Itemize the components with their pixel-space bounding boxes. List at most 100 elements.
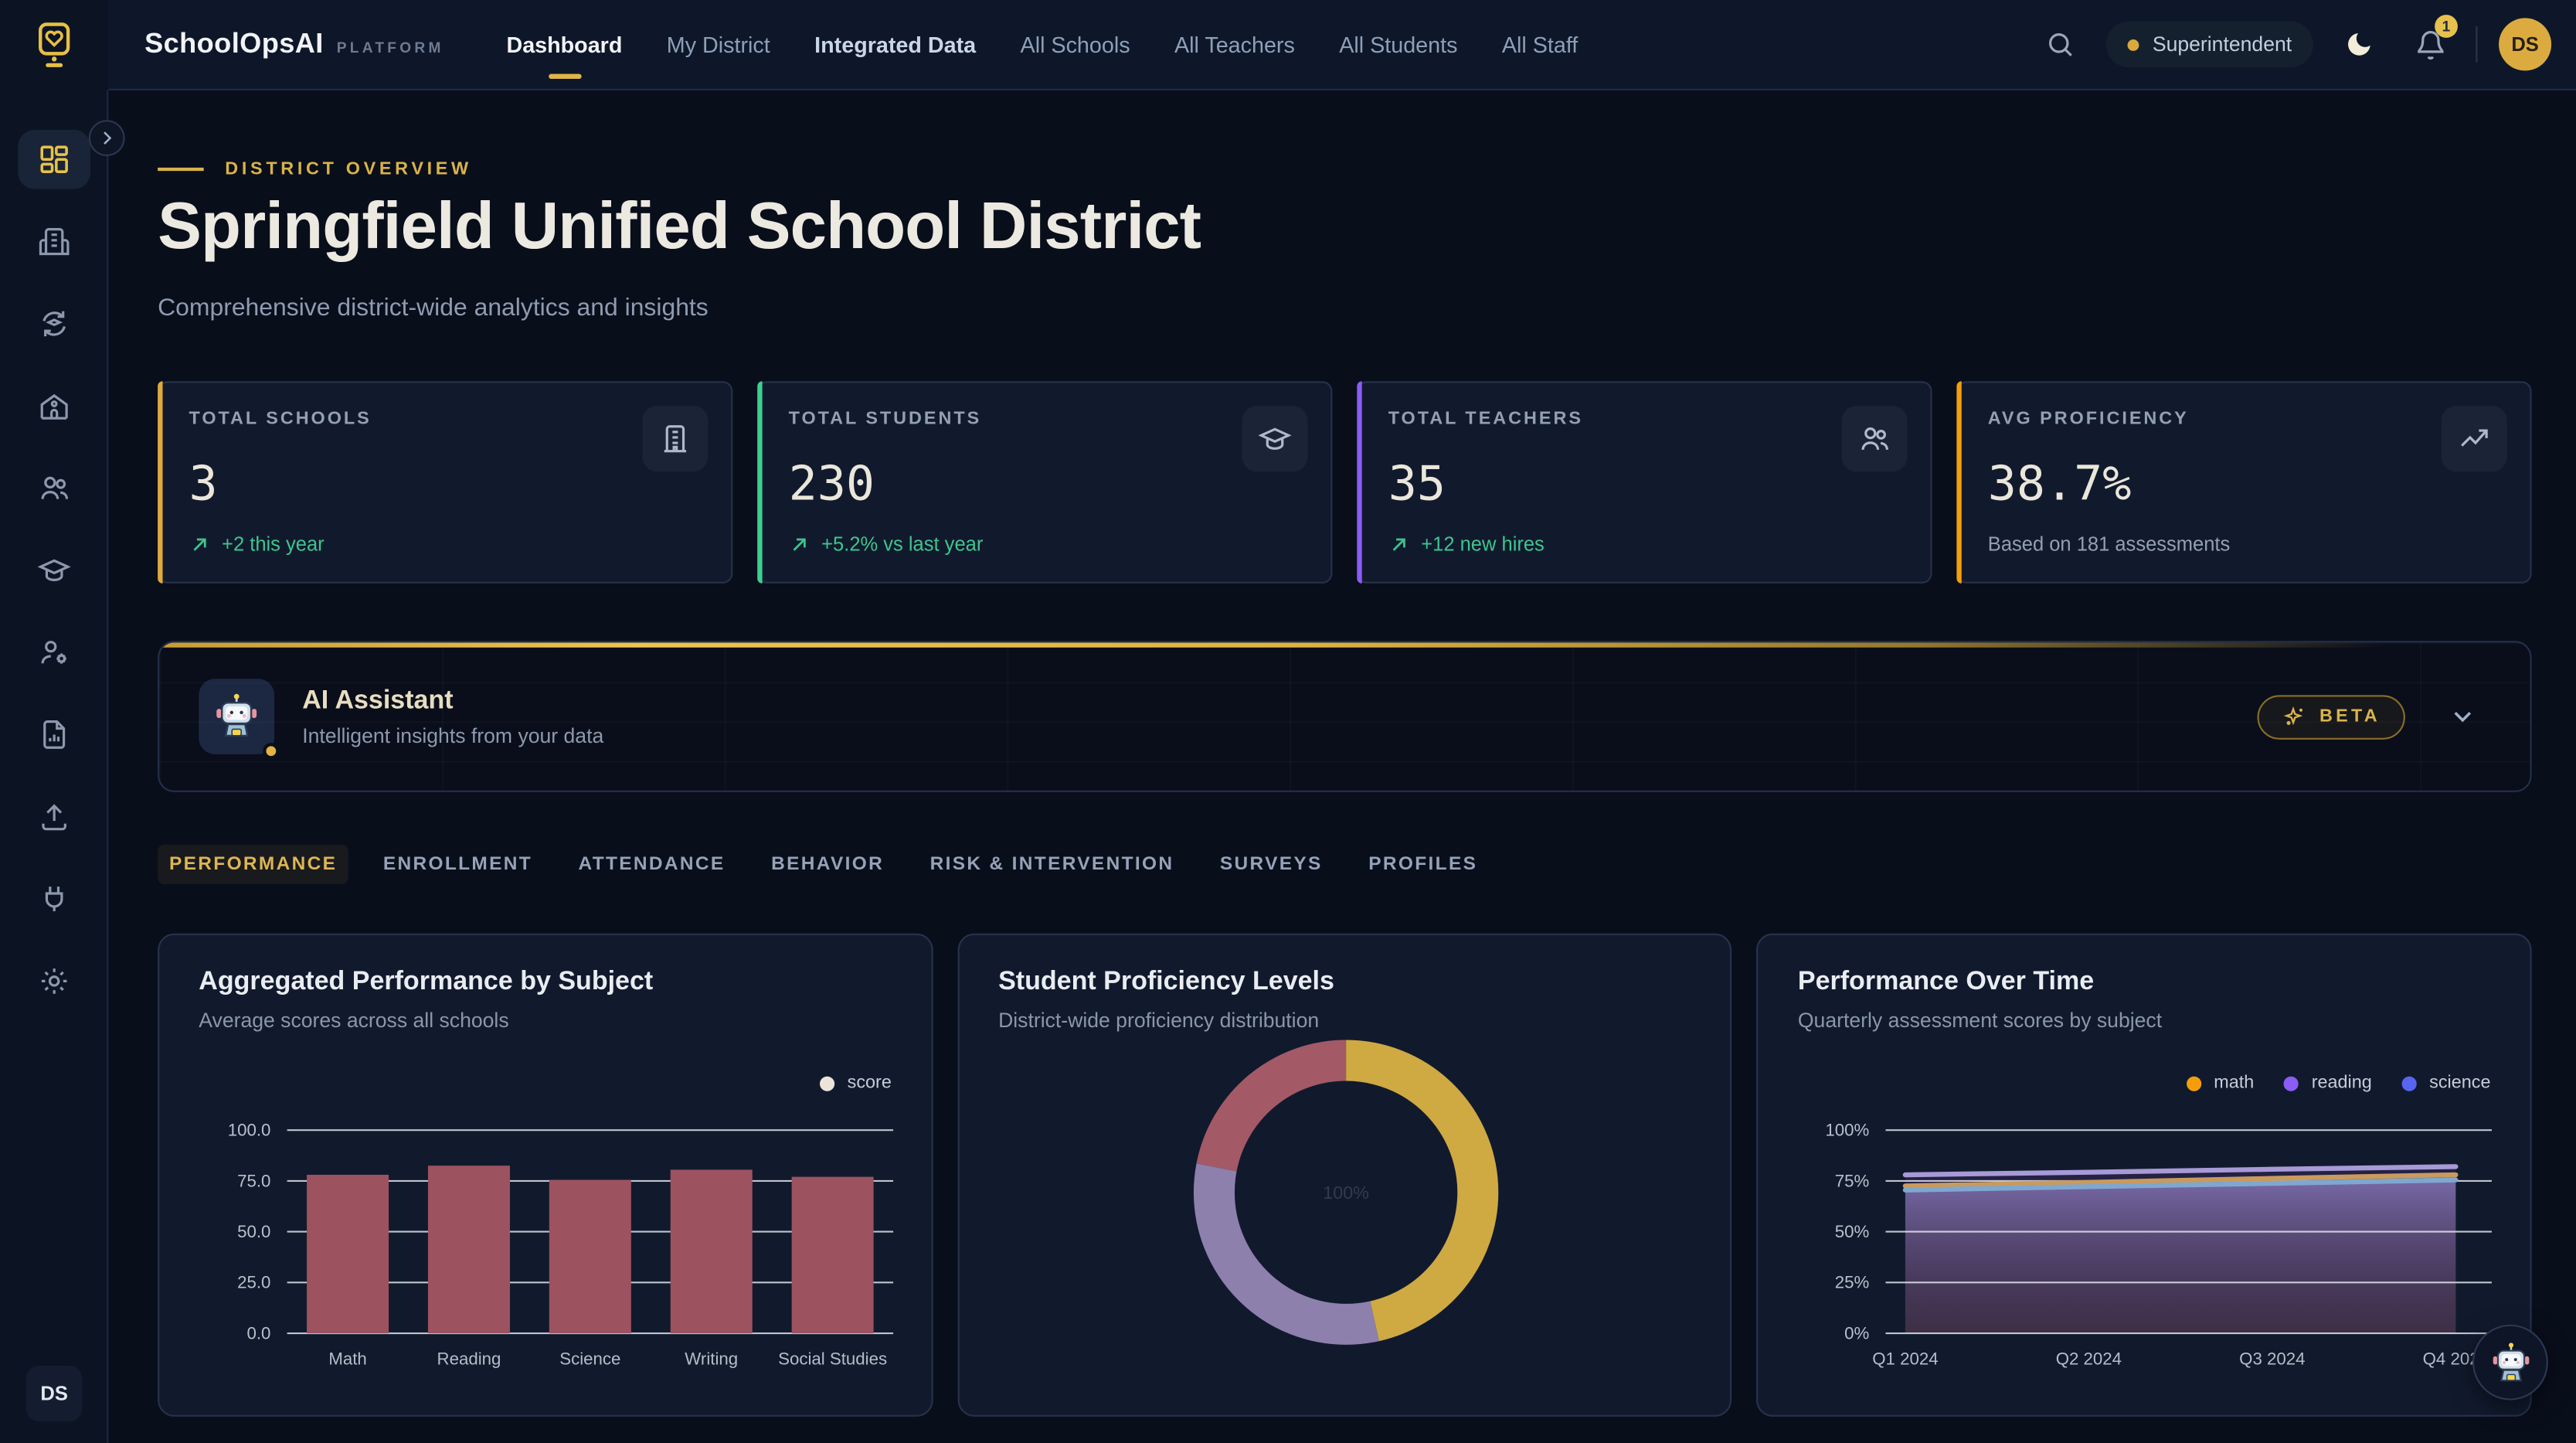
- chevron-right-icon: [104, 131, 112, 145]
- ai-chat-fab[interactable]: [2472, 1324, 2548, 1400]
- x-category-label: Math: [328, 1349, 366, 1368]
- x-category-label: Q2 2024: [2056, 1349, 2122, 1368]
- graduation-cap-icon: [1258, 427, 1292, 450]
- sync-education-icon: [42, 311, 65, 337]
- stat-trend: +5.2% vs last year: [789, 532, 984, 556]
- sidebar-item-upload[interactable]: [17, 787, 90, 846]
- sparkles-icon: [2283, 705, 2302, 725]
- x-category-label: Q3 2024: [2240, 1349, 2306, 1368]
- sidebar-item-dashboard[interactable]: [17, 129, 90, 189]
- notification-badge: 1: [2435, 15, 2458, 38]
- stat-icon-box: [2441, 406, 2507, 472]
- donut-slice: [1193, 1040, 1498, 1345]
- ai-assistant-expand-button[interactable]: [2438, 692, 2487, 741]
- nav-item-dashboard[interactable]: Dashboard: [506, 32, 623, 57]
- tab-attendance[interactable]: ATTENDANCE: [578, 854, 726, 875]
- tab-surveys[interactable]: SURVEYS: [1219, 854, 1323, 875]
- moon-icon: [2348, 33, 2370, 56]
- search-button[interactable]: [2036, 20, 2085, 70]
- y-tick-label: 100%: [1826, 1121, 1870, 1140]
- ai-assistant-texts: AI Assistant Intelligent insights from y…: [302, 686, 603, 747]
- stat-card-total-teachers: TOTAL TEACHERS 35 +12 new hires: [1357, 381, 1932, 584]
- bar: [791, 1176, 874, 1334]
- donut-slice: [1193, 1040, 1498, 1345]
- trending-up-icon: [2461, 429, 2488, 447]
- sidebar-item-district[interactable]: [17, 212, 90, 271]
- trend-up-arrow-icon: [1392, 537, 1405, 550]
- stat-card-total-schools: TOTAL SCHOOLS 3 +2 this year: [158, 381, 733, 584]
- users-icon: [1861, 427, 1888, 451]
- nav-item-all-students[interactable]: All Students: [1339, 32, 1458, 57]
- tab-risk-intervention[interactable]: RISK & INTERVENTION: [929, 854, 1174, 875]
- sidebar-item-teachers[interactable]: [17, 458, 90, 518]
- stat-trend: Based on 181 assessments: [1988, 533, 2230, 556]
- nav-item-all-staff[interactable]: All Staff: [1501, 32, 1579, 57]
- sidebar-item-integrated-data[interactable]: [17, 294, 90, 354]
- eyebrow-dash: [158, 167, 204, 172]
- sidebar-item-integrations[interactable]: [17, 870, 90, 929]
- tab-enrollment[interactable]: ENROLLMENT: [382, 854, 533, 875]
- bar: [670, 1169, 753, 1334]
- area-science: [1905, 1179, 2457, 1334]
- gear-icon: [40, 968, 66, 994]
- tab-profiles[interactable]: PROFILES: [1368, 854, 1478, 875]
- upload-icon: [41, 804, 66, 831]
- graduation-cap-icon: [36, 559, 70, 581]
- plug-icon: [44, 887, 63, 912]
- legend-label: reading: [2311, 1073, 2372, 1093]
- robot-icon: [2488, 1340, 2532, 1384]
- notifications-button[interactable]: 1: [2405, 15, 2458, 70]
- role-label: Superintendent: [2152, 32, 2292, 56]
- nav-item-my-district[interactable]: My District: [666, 32, 770, 57]
- sidebar-item-reports[interactable]: [17, 705, 90, 764]
- legend-item-reading: reading: [2283, 1073, 2372, 1093]
- stat-trend-text: +2 this year: [222, 532, 325, 556]
- stat-trend-text: +5.2% vs last year: [821, 532, 984, 556]
- stat-trend-text: Based on 181 assessments: [1987, 532, 2231, 556]
- legend-label: science: [2429, 1073, 2491, 1093]
- beta-badge: BETA: [2257, 694, 2405, 739]
- legend-dot: [2283, 1075, 2299, 1091]
- legend-label: math: [2214, 1073, 2255, 1093]
- tab-behavior[interactable]: BEHAVIOR: [771, 854, 885, 875]
- donut-slice: [1193, 1040, 1498, 1345]
- brand-tag: PLATFORM: [336, 39, 444, 56]
- user-avatar[interactable]: DS: [2499, 18, 2552, 71]
- sidebar-user-initials[interactable]: DS: [26, 1365, 83, 1422]
- legend-dot: [2186, 1075, 2201, 1091]
- x-category-label: Q1 2024: [1873, 1349, 1939, 1368]
- top-navbar: SchoolOpsAI PLATFORM Dashboard My Distri…: [0, 0, 2576, 90]
- beta-badge-label: BETA: [2319, 706, 2381, 727]
- nav-item-all-teachers[interactable]: All Teachers: [1174, 32, 1295, 57]
- stat-value: 35: [1388, 454, 1446, 512]
- app-logo[interactable]: [0, 0, 109, 90]
- ai-status-dot: [263, 743, 280, 760]
- chevron-down-icon: [2454, 712, 2472, 723]
- tab-performance[interactable]: PERFORMANCE: [158, 844, 349, 884]
- area-reading: [1905, 1166, 2457, 1334]
- buildings-icon: [38, 228, 69, 256]
- nav-item-all-schools[interactable]: All Schools: [1020, 32, 1130, 57]
- y-tick-label: 0%: [1845, 1323, 1870, 1343]
- ai-assistant-avatar: [199, 679, 280, 760]
- legend-item-score: score: [819, 1073, 892, 1093]
- legend-item-science: science: [2401, 1073, 2490, 1093]
- sidebar-item-settings[interactable]: [17, 951, 90, 1011]
- ai-assistant-bar[interactable]: AI Assistant Intelligent insights from y…: [158, 641, 2532, 792]
- sidebar-item-schools[interactable]: [17, 376, 90, 436]
- sidebar-item-staff-management[interactable]: [17, 623, 90, 682]
- ai-assistant-subtitle: Intelligent insights from your data: [302, 723, 604, 747]
- stat-value: 3: [189, 454, 218, 512]
- stat-label: TOTAL SCHOOLS: [189, 409, 372, 429]
- page-title: Springfield Unified School District: [158, 190, 1201, 264]
- charts-row: Aggregated Performance by Subject Averag…: [158, 933, 2532, 1417]
- line-math: [1903, 1172, 2459, 1189]
- nav-item-integrated-data[interactable]: Integrated Data: [814, 32, 977, 57]
- chart-title: Aggregated Performance by Subject: [199, 968, 654, 996]
- sidebar-icons: [0, 90, 107, 1011]
- sidebar-expand-button[interactable]: [88, 120, 125, 156]
- theme-toggle-button[interactable]: [2334, 20, 2384, 70]
- sidebar-item-students[interactable]: [17, 541, 90, 601]
- x-category-label: Social Studies: [778, 1349, 887, 1368]
